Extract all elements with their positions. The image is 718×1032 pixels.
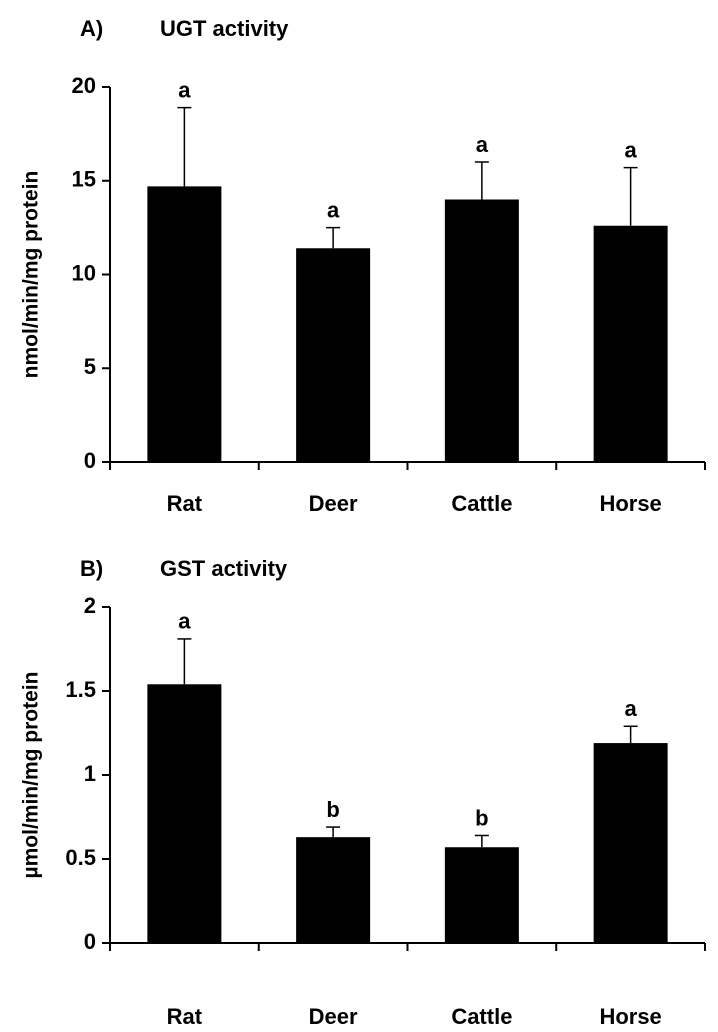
- y-tick-label: 10: [72, 260, 96, 285]
- x-tick-label: Horse: [599, 491, 661, 516]
- bar: [444, 199, 519, 462]
- annotation: a: [625, 696, 638, 721]
- annotation: a: [178, 77, 191, 102]
- x-tick-label: Deer: [309, 491, 358, 516]
- bar: [296, 248, 371, 462]
- bar: [296, 837, 371, 943]
- x-tick-label: Rat: [167, 1004, 203, 1029]
- annotation: a: [476, 132, 489, 157]
- y-tick-label: 1: [84, 761, 96, 786]
- y-tick-label: 15: [72, 167, 96, 192]
- annotation: b: [326, 797, 339, 822]
- y-tick-label: 20: [72, 73, 96, 98]
- x-tick-label: Horse: [599, 1004, 661, 1029]
- bar: [147, 186, 222, 462]
- x-tick-label: Cattle: [451, 491, 512, 516]
- chart-title: UGT activity: [160, 16, 289, 41]
- bar: [593, 225, 668, 462]
- y-tick-label: 5: [84, 354, 96, 379]
- chart-title: GST activity: [160, 556, 288, 581]
- y-axis-label: µmol/min/mg protein: [20, 672, 43, 879]
- y-tick-label: 0: [84, 448, 96, 473]
- panel-label: A): [80, 16, 103, 41]
- panel-label: B): [80, 556, 103, 581]
- annotation: b: [475, 805, 488, 830]
- annotation: a: [178, 609, 191, 634]
- y-tick-label: 2: [84, 593, 96, 618]
- bar: [147, 684, 222, 943]
- bar: [593, 743, 668, 943]
- annotation: a: [327, 197, 340, 222]
- y-tick-label: 0.5: [65, 845, 96, 870]
- annotation: a: [625, 137, 638, 162]
- x-tick-label: Deer: [309, 1004, 358, 1029]
- x-tick-label: Cattle: [451, 1004, 512, 1029]
- bar: [444, 847, 519, 943]
- y-tick-label: 0: [84, 929, 96, 954]
- x-tick-label: Rat: [167, 491, 203, 516]
- y-tick-label: 1.5: [65, 677, 96, 702]
- y-axis-label: nmol/min/mg protein: [20, 171, 43, 379]
